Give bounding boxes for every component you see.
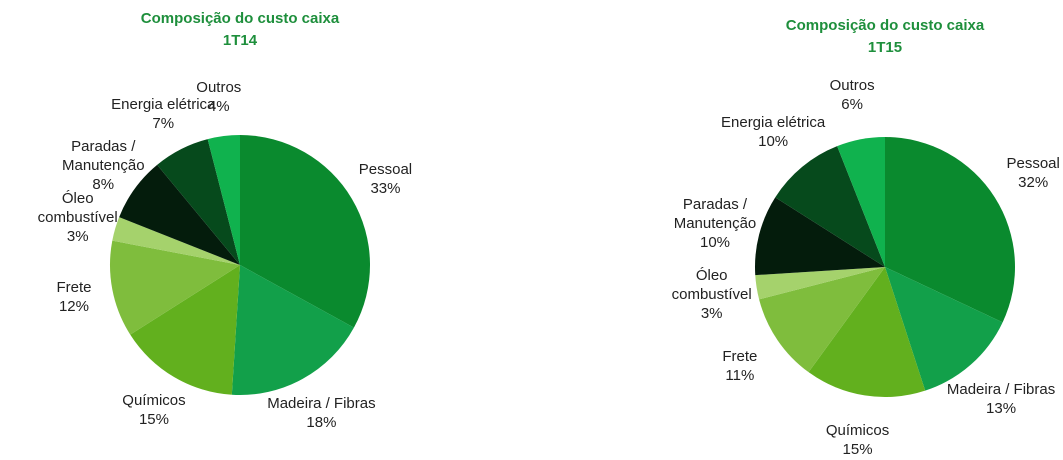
- slice-value: 33%: [370, 179, 401, 197]
- slice-label: Energia elétrica: [111, 96, 216, 114]
- slice-value: 10%: [699, 233, 731, 251]
- pie-slice: [110, 240, 240, 335]
- slice-label: Químicos: [825, 422, 890, 440]
- slice-value: 4%: [207, 98, 230, 116]
- slice-value: 3%: [700, 304, 723, 322]
- pie-slice: [755, 267, 885, 300]
- pie-slice: [775, 146, 885, 267]
- slice-label: Outros: [196, 79, 242, 97]
- slice-value: 18%: [306, 414, 337, 432]
- slice-label: Madeira / Fibras: [267, 395, 376, 413]
- slice-value: 15%: [842, 441, 873, 459]
- slice-value: 8%: [92, 176, 115, 194]
- slice-label: Frete: [56, 278, 92, 296]
- pie-slice: [112, 217, 240, 265]
- slice-value: 13%: [986, 399, 1017, 417]
- pie-slice: [755, 197, 885, 276]
- slice-label: Químicos: [122, 392, 186, 410]
- slice-value: 7%: [152, 115, 175, 133]
- pie-slice: [885, 137, 1015, 323]
- pie-slice: [130, 265, 240, 395]
- pie-slice: [207, 135, 240, 265]
- pie-slice: [240, 135, 371, 328]
- slice-label: Paradas / Manutenção: [673, 195, 757, 232]
- slice-value: 12%: [58, 297, 89, 315]
- chart-subtitle: 1T14: [222, 32, 258, 49]
- slice-label: Pessoal: [358, 160, 413, 178]
- pie-slice: [808, 267, 926, 398]
- slice-value: 6%: [841, 95, 863, 113]
- chart-title: Composição do custo caixa: [785, 17, 985, 34]
- pie-slice: [837, 137, 885, 267]
- pie-slice: [885, 267, 1003, 391]
- slice-value: 15%: [138, 411, 169, 429]
- pie-slice: [759, 267, 885, 373]
- slice-value: 11%: [725, 366, 755, 384]
- chart-title: Composição do custo caixa: [140, 10, 340, 27]
- slice-label: Óleo combustível: [671, 266, 752, 303]
- slice-label: Paradas / Manutenção: [61, 138, 145, 175]
- slice-value: 3%: [66, 228, 89, 246]
- slice-label: Frete: [722, 347, 758, 365]
- pie-slice: [157, 139, 240, 265]
- slice-value: 32%: [1018, 173, 1049, 191]
- slice-value: 10%: [758, 132, 789, 150]
- slice-label: Outros: [829, 76, 875, 94]
- chart-subtitle: 1T15: [867, 39, 903, 56]
- slice-label: Madeira / Fibras: [946, 380, 1056, 398]
- slice-label: Pessoal: [1006, 154, 1060, 172]
- slice-label: Energia elétrica: [721, 113, 826, 131]
- pie-slice: [119, 164, 240, 265]
- slice-label: Óleo combustível: [37, 190, 118, 227]
- pie-slice: [231, 265, 354, 395]
